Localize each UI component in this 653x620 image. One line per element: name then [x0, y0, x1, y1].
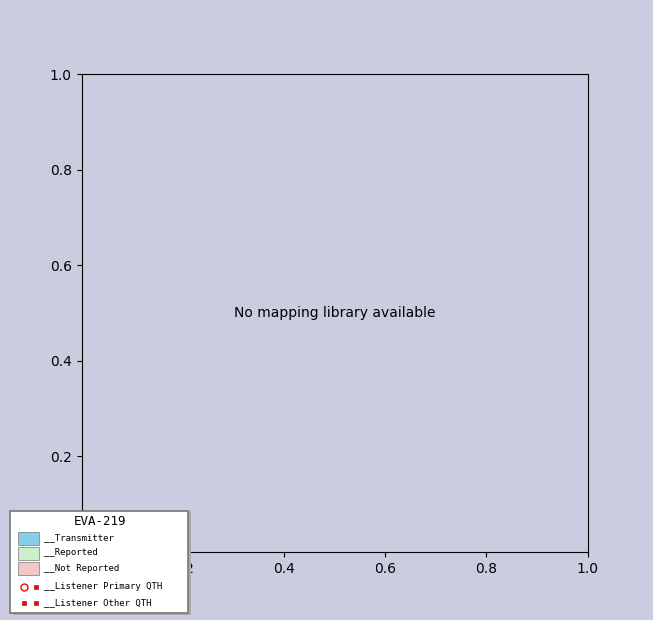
Text: __Listener Other QTH: __Listener Other QTH	[44, 598, 151, 608]
Text: No mapping library available: No mapping library available	[234, 306, 436, 320]
Text: __Not Reported: __Not Reported	[44, 564, 119, 573]
Bar	[18, 532, 39, 545]
Text: __Transmitter: __Transmitter	[44, 533, 114, 542]
FancyBboxPatch shape	[13, 511, 191, 615]
Bar	[18, 547, 39, 560]
Bar	[18, 562, 39, 575]
FancyBboxPatch shape	[10, 511, 188, 613]
Text: EVA-219: EVA-219	[73, 515, 126, 528]
Text: __Reported: __Reported	[44, 548, 97, 557]
Text: __Listener Primary QTH: __Listener Primary QTH	[44, 582, 162, 591]
